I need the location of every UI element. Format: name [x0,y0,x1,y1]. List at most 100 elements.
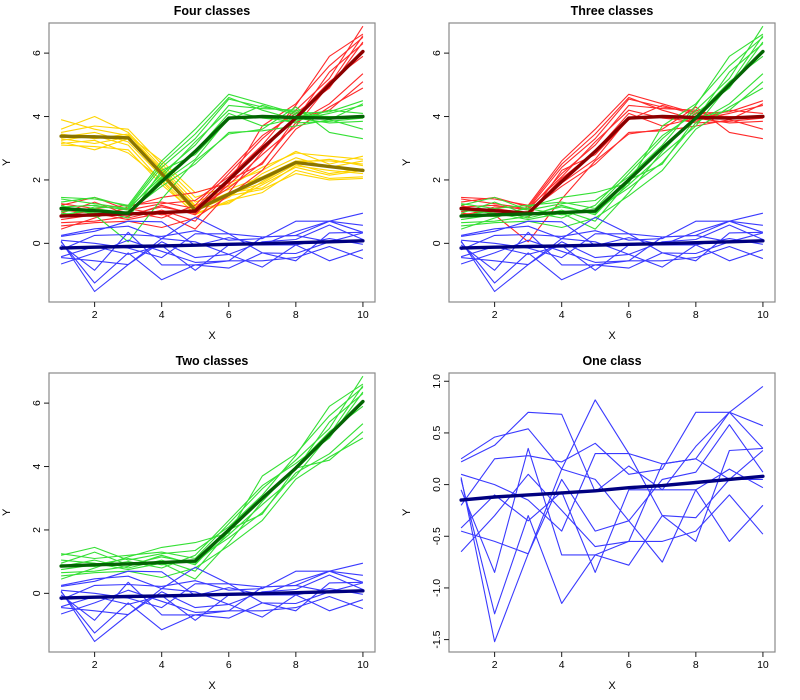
x-tick-label: 4 [559,659,565,671]
y-tick-label: 4 [31,113,43,119]
panel-title: Four classes [173,4,251,18]
x-tick-label: 10 [757,309,769,321]
blue-class-trajectory [460,224,764,293]
blue-class-trajectory [460,231,763,271]
blue-class-trajectory [60,224,364,293]
y-tick-label: 6 [31,50,43,56]
blue-class-trajectory [461,238,764,268]
x-tick-label: 8 [293,659,299,671]
green-class-trajectory [61,375,364,560]
x-tick-label: 10 [357,659,369,671]
blue-class-trajectory [60,231,363,271]
blue-class-trajectory [61,238,364,268]
y-tick-label: 2 [431,177,443,183]
panel-two-classes: Two classes Y X 2 4 6 8 10 0 2 4 6 [0,350,400,700]
blue-class-trajectory [461,212,764,247]
blue-class-trajectory [460,468,764,573]
y-tick-label: 0.5 [431,425,443,440]
x-axis-label: X [208,680,216,692]
y-tick-label: 0.0 [431,477,443,492]
x-tick-label: 8 [693,309,699,321]
green-class-trajectory [60,386,364,580]
green-class-trajectory [61,423,364,571]
green-class-trajectory [60,383,364,561]
yellow-class-trajectory [60,125,363,198]
yellow-class-trajectory [60,119,364,194]
green-class-mean-line [59,399,365,568]
blue-class-trajectory [460,216,764,240]
blue-class-trajectory [61,212,364,247]
x-tick-label: 6 [626,309,632,321]
x-tick-label: 8 [293,309,299,321]
panel-title: One class [582,354,642,368]
green-class-trajectory [60,106,364,243]
x-tick-label: 10 [757,659,769,671]
blue-class-trajectory [460,473,764,553]
blue-class-trajectory [60,220,363,251]
yellow-class-trajectory [61,144,363,214]
blue-class-trajectory [60,216,364,240]
x-tick-label: 2 [92,309,98,321]
blue-class-trajectory [61,588,364,618]
red-class-mean-line [459,114,765,215]
panel-four-classes: Four classes Y X 2 4 6 8 10 0 2 4 6 [0,0,400,350]
y-tick-label: 0 [31,590,43,596]
x-tick-label: 8 [693,659,699,671]
x-tick-label: 6 [226,659,232,671]
y-tick-label: -1.5 [431,630,443,648]
yellow-class-trajectory [60,138,364,210]
plot-area-one-class: 2 4 6 8 10 -1.5 -1.0 -0.5 0.0 0.5 1.0 [431,372,776,671]
y-tick-label: 0 [31,240,43,246]
blue-class-trajectory [460,447,763,542]
y-tick-label: 0 [431,240,443,246]
x-tick-label: 4 [159,659,165,671]
blue-class-trajectory [60,582,364,634]
green-class-trajectory [61,405,364,580]
blue-class-trajectory [60,570,363,601]
y-tick-label: 1.0 [431,374,443,389]
x-axis-label: X [208,330,216,342]
red-class-trajectory [60,33,364,211]
green-class-trajectory [460,33,764,211]
blue-class-mean-line [459,474,765,502]
blue-class-trajectory [460,399,764,470]
red-class-trajectory [61,25,364,210]
x-tick-label: 10 [357,309,369,321]
blue-class-mean-line [59,589,365,600]
x-tick-label: 2 [492,659,498,671]
blue-class-mean-line [59,239,365,250]
x-axis-label: X [608,680,616,692]
blue-class-trajectory [60,581,363,621]
y-tick-label: 6 [431,50,443,56]
y-tick-label: 2 [31,177,43,183]
panel-title: Three classes [570,4,654,18]
blue-class-trajectory [460,447,763,573]
plot-area-three-classes: 2 4 6 8 10 0 2 4 6 [431,22,776,321]
green-class-mean-line [59,114,365,215]
blue-class-trajectory [60,566,364,590]
plot-box [448,22,776,303]
blue-class-trajectory [60,574,364,643]
blue-class-mean-line [459,239,765,250]
yellow-class-mean-line [59,134,365,212]
x-tick-label: 4 [159,309,165,321]
plot-box [48,22,376,303]
plot-area-four-classes: 2 4 6 8 10 0 2 4 6 [31,22,376,321]
y-tick-label: -1.0 [431,579,443,597]
x-tick-label: 2 [92,659,98,671]
green-class-mean-line [459,49,765,218]
panel-one-class: One class Y X 2 4 6 8 10 -1.5 -1.0 -0.5 0.0 0.5 1.… [400,350,800,700]
x-axis-label: X [608,330,616,342]
y-tick-label: 6 [31,400,43,406]
blue-class-trajectory [61,562,364,597]
green-class-trajectory [461,25,764,210]
red-class-trajectory [461,115,763,216]
x-tick-label: 4 [559,309,565,321]
green-class-trajectory [61,437,364,579]
blue-class-trajectory [460,220,763,251]
x-tick-label: 6 [226,309,232,321]
plot-box [448,372,776,653]
panel-title: Two classes [175,354,249,368]
green-class-trajectory [60,109,363,217]
